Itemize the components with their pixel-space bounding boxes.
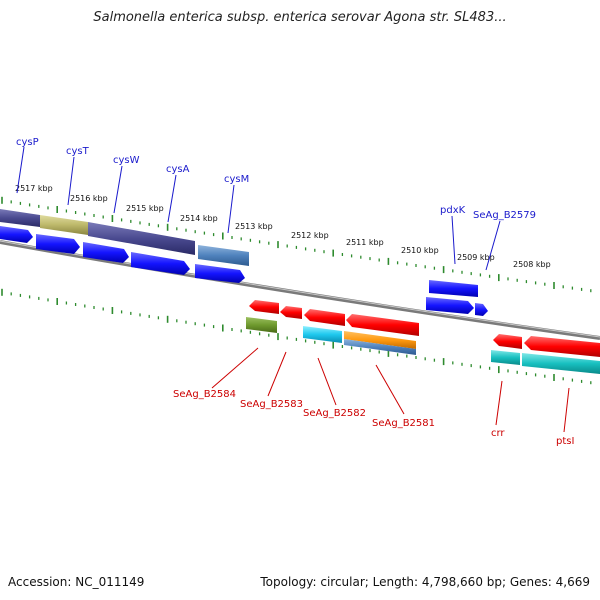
gene-label-SeAg_B2579: SeAg_B2579 (473, 210, 536, 221)
kbp-label: 2508 kbp (513, 260, 551, 269)
gene-arrow (304, 309, 345, 326)
gene-label-cysM: cysM (224, 174, 249, 185)
genome-summary-text: Topology: circular; Length: 4,798,660 bp… (260, 575, 590, 589)
gene-arrow (491, 350, 520, 365)
kbp-label: 2512 kbp (291, 231, 329, 240)
gene-arrow (524, 336, 600, 357)
gene-arrow (493, 334, 522, 349)
reverse-genes (246, 300, 600, 374)
gene-label-SeAg_B2582: SeAg_B2582 (303, 408, 366, 419)
gene-label-SeAg_B2584: SeAg_B2584 (173, 389, 236, 400)
kbp-label: 2510 kbp (401, 246, 439, 255)
kbp-labels: 2517 kbp 2516 kbp 2515 kbp 2514 kbp 2513… (15, 184, 551, 269)
gene-arrow (131, 252, 190, 275)
gene-label-crr: crr (491, 428, 505, 439)
gene-arrow (0, 226, 33, 243)
gene-arrow (475, 303, 488, 316)
gene-arrow (303, 326, 342, 343)
gene-arrow (249, 300, 279, 314)
gene-arrow (195, 264, 245, 283)
gene-label-pdxK: pdxK (440, 205, 466, 216)
gene-arrow (344, 331, 416, 349)
gene-arrow (426, 297, 474, 314)
gene-label-SeAg_B2583: SeAg_B2583 (240, 399, 303, 410)
forward-gene-labels (16, 146, 501, 271)
kbp-label: 2515 kbp (126, 204, 164, 213)
map-title: Salmonella enterica subsp. enterica sero… (93, 10, 507, 25)
gene-arrow (429, 280, 478, 297)
gene-arrow (280, 306, 302, 319)
kbp-label: 2509 kbp (457, 253, 495, 262)
gene-label-cysA: cysA (166, 164, 190, 175)
gene-label-SeAg_B2581: SeAg_B2581 (372, 418, 435, 429)
kbp-label: 2513 kbp (235, 222, 273, 231)
feature-block (88, 222, 195, 255)
gene-label-cysP: cysP (16, 137, 39, 148)
gene-arrow (36, 234, 80, 254)
kbp-label: 2511 kbp (346, 238, 384, 247)
gene-label-cysW: cysW (113, 155, 140, 166)
gene-label-cysT: cysT (66, 146, 90, 157)
gene-arrow (246, 317, 277, 333)
reverse-tick-row (1, 288, 592, 385)
gene-arrow (346, 314, 419, 336)
forward-feature-row (0, 209, 249, 266)
kbp-label: 2514 kbp (180, 214, 218, 223)
gene-arrow (344, 339, 416, 355)
kbp-label: 2516 kbp (70, 194, 108, 203)
feature-block (40, 215, 88, 235)
accession-text: Accession: NC_011149 (8, 575, 145, 589)
gene-label-ptsI: ptsI (556, 436, 574, 447)
kbp-label: 2517 kbp (15, 184, 53, 193)
forward-tick-row (1, 196, 592, 293)
feature-block (198, 245, 249, 266)
gene-arrow (83, 242, 129, 263)
forward-genes (0, 226, 488, 316)
feature-block (0, 209, 40, 227)
gene-arrow (522, 353, 600, 374)
reverse-gene-labels (211, 347, 570, 433)
